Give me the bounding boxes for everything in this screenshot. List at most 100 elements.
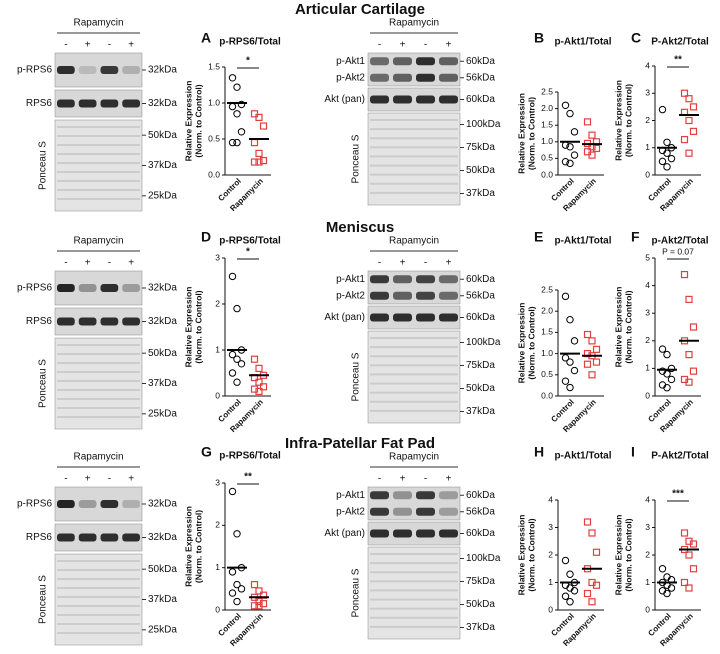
data-point <box>667 584 676 592</box>
size-marker: 37kDa <box>466 188 495 199</box>
stain-band <box>370 155 458 158</box>
band <box>100 66 119 74</box>
band <box>416 95 435 104</box>
stain-label: Ponceau S <box>351 568 362 617</box>
data-point <box>689 565 698 573</box>
band <box>122 500 140 508</box>
stain-band <box>57 153 140 155</box>
size-marker: 56kDa <box>466 506 495 517</box>
size-marker: 56kDa <box>466 72 495 83</box>
y-tick-label: 1.5 <box>208 61 220 71</box>
stain-band <box>57 189 140 191</box>
size-marker: 50kDa <box>148 348 177 359</box>
y-tick-label: 3 <box>645 307 650 317</box>
size-marker: 37kDa <box>148 594 177 605</box>
stain-label: Ponceau S <box>351 352 362 401</box>
data-point <box>250 139 259 147</box>
data-point <box>685 584 693 592</box>
y-tick-label: 2.0 <box>541 305 553 315</box>
data-point <box>250 385 259 393</box>
band <box>78 500 97 508</box>
data-point <box>658 565 667 573</box>
lane-label: + <box>128 258 134 269</box>
size-marker: 60kDa <box>466 94 495 105</box>
band <box>57 66 75 74</box>
data-point <box>667 154 676 163</box>
data-point <box>237 128 246 136</box>
y-axis-label: Relative Expression <box>613 80 623 161</box>
data-point <box>685 378 693 386</box>
y-axis-label: (Norm. to Control) <box>526 518 536 591</box>
stain-band <box>370 128 458 131</box>
band <box>100 284 119 292</box>
band <box>416 57 435 66</box>
y-tick-label: 3 <box>645 88 650 98</box>
panel-letter: D <box>201 229 211 245</box>
data-point <box>689 323 698 331</box>
stain-band <box>57 353 140 355</box>
y-tick-label: 0 <box>645 604 650 614</box>
blot-image <box>54 119 143 212</box>
band <box>57 533 75 542</box>
y-axis-label: Relative Expression <box>613 287 623 368</box>
row-label: p-Akt2 <box>336 506 365 517</box>
y-axis-label: Relative Expression <box>613 515 623 596</box>
data-point <box>259 157 268 165</box>
data-point <box>259 600 268 608</box>
y-axis-label: Relative Expression <box>516 93 526 174</box>
y-tick-label: 5 <box>645 252 650 262</box>
chart-title: p-Akt1/Total <box>554 236 611 247</box>
lane-label: + <box>400 474 406 485</box>
band <box>393 95 412 104</box>
y-tick-label: 1.5 <box>541 327 553 337</box>
band <box>393 313 412 322</box>
band <box>416 275 435 284</box>
data-point <box>689 367 698 375</box>
stain-band <box>370 580 458 583</box>
y-tick-label: 1.0 <box>541 136 553 146</box>
y-tick-label: 4 <box>645 494 650 504</box>
band <box>122 317 140 326</box>
lane-label: - <box>378 40 381 51</box>
stain-band <box>57 389 140 391</box>
stain-band <box>370 553 458 555</box>
lane-label: - <box>64 258 67 269</box>
blot-image <box>54 337 143 430</box>
stain-band <box>57 587 140 589</box>
data-point <box>233 378 241 386</box>
y-tick-label: 4 <box>645 60 650 70</box>
y-tick-label: 3 <box>645 522 650 532</box>
data-point <box>583 330 592 339</box>
data-point <box>588 131 596 139</box>
data-point <box>689 103 698 111</box>
data-point <box>680 270 689 279</box>
stain-band <box>370 382 458 385</box>
band <box>393 491 412 500</box>
data-point <box>658 345 667 353</box>
stain-label: Ponceau S <box>351 134 362 183</box>
section-title: Articular Cartilage <box>295 1 425 18</box>
data-point <box>233 304 241 313</box>
y-tick-label: 4 <box>548 494 553 504</box>
stain-band <box>57 578 140 580</box>
y-tick-label: 0 <box>215 390 220 400</box>
data-point <box>583 118 592 126</box>
chart-title: p-Akt2/Total <box>651 236 708 247</box>
data-point <box>680 135 689 144</box>
data-point <box>680 578 689 587</box>
size-marker: 37kDa <box>466 622 495 633</box>
row-label: p-RPS6 <box>17 283 52 294</box>
stain-band <box>370 400 458 403</box>
y-tick-label: 2 <box>548 549 553 559</box>
band <box>122 66 140 74</box>
row-label: p-Akt1 <box>336 274 365 285</box>
data-point <box>255 158 263 166</box>
data-point <box>255 378 263 386</box>
data-point <box>566 383 574 392</box>
band <box>78 284 97 292</box>
data-point <box>255 364 263 372</box>
stain-band <box>370 589 458 592</box>
size-marker: 56kDa <box>466 290 495 301</box>
blot-header: Rapamycin <box>73 452 123 463</box>
lane-label: + <box>128 40 134 51</box>
